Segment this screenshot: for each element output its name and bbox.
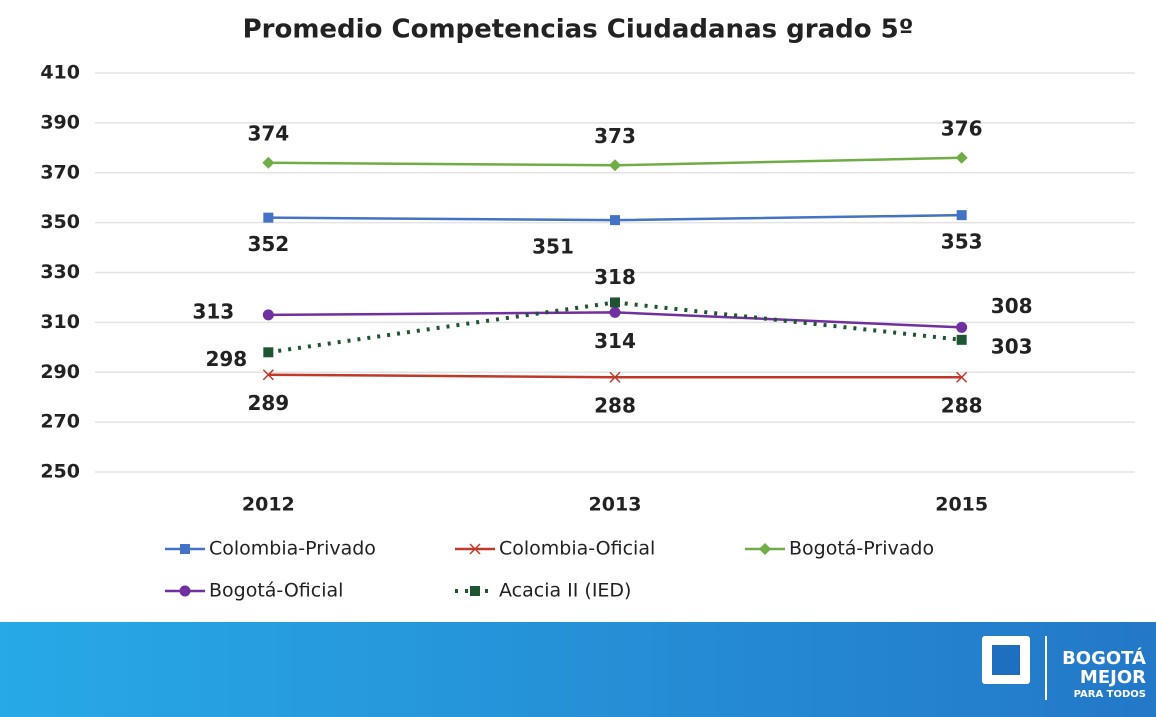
y-tick-label: 310 [40, 311, 80, 333]
y-tick-label: 270 [40, 411, 80, 433]
data-label: 308 [991, 294, 1033, 318]
y-tick-label: 390 [40, 111, 80, 133]
legend-label: Bogotá-Oficial [209, 580, 343, 602]
data-label: 318 [594, 265, 636, 289]
data-label: 289 [247, 391, 289, 415]
marker [956, 371, 968, 383]
marker [609, 306, 621, 318]
x-tick-label: 2015 [935, 494, 988, 516]
legend-label: Colombia-Oficial [499, 538, 655, 560]
marker [263, 212, 274, 223]
logo-text: BOGOTÁ [1062, 647, 1146, 669]
data-label: 376 [941, 116, 983, 140]
marker [956, 321, 968, 333]
marker [956, 210, 967, 221]
footer-banner [0, 622, 1156, 717]
x-tick-label: 2013 [589, 494, 642, 516]
y-tick-label: 290 [40, 361, 80, 383]
data-label: 313 [192, 299, 234, 323]
legend-marker [179, 585, 191, 597]
marker [609, 159, 621, 172]
marker [262, 369, 274, 381]
y-tick-label: 250 [40, 461, 80, 483]
legend-label: Colombia-Privado [209, 538, 376, 560]
logo-text: PARA TODOS [1074, 689, 1146, 700]
legend-label: Bogotá-Privado [789, 538, 934, 560]
logo-text: MEJOR [1080, 667, 1146, 688]
chart-title: Promedio Competencias Ciudadanas grado 5… [243, 15, 914, 45]
y-tick-label: 370 [40, 161, 80, 183]
y-tick-label: 350 [40, 211, 80, 233]
data-label: 374 [247, 121, 289, 145]
crest-shield [992, 645, 1020, 675]
marker [262, 309, 274, 321]
marker [610, 297, 620, 308]
legend-label: Acacia II (IED) [499, 580, 631, 602]
marker [262, 156, 275, 169]
data-label: 351 [532, 235, 574, 259]
y-tick-label: 410 [40, 62, 80, 84]
data-label: 288 [594, 394, 636, 418]
x-tick-label: 2012 [242, 494, 295, 516]
data-label: 314 [594, 329, 636, 353]
data-label: 288 [941, 394, 983, 418]
data-label: 373 [594, 124, 636, 148]
marker [610, 215, 620, 226]
y-tick-label: 330 [40, 261, 80, 283]
data-label: 352 [247, 232, 289, 256]
legend-marker [759, 543, 771, 555]
data-label: 303 [991, 334, 1033, 358]
legend-marker [470, 586, 480, 596]
marker [955, 151, 968, 164]
data-label: 353 [941, 230, 983, 254]
legend-marker [180, 544, 190, 554]
marker [956, 334, 967, 345]
marker [263, 347, 274, 358]
marker [609, 371, 621, 383]
legend-marker [469, 543, 481, 555]
data-label: 298 [205, 347, 247, 371]
